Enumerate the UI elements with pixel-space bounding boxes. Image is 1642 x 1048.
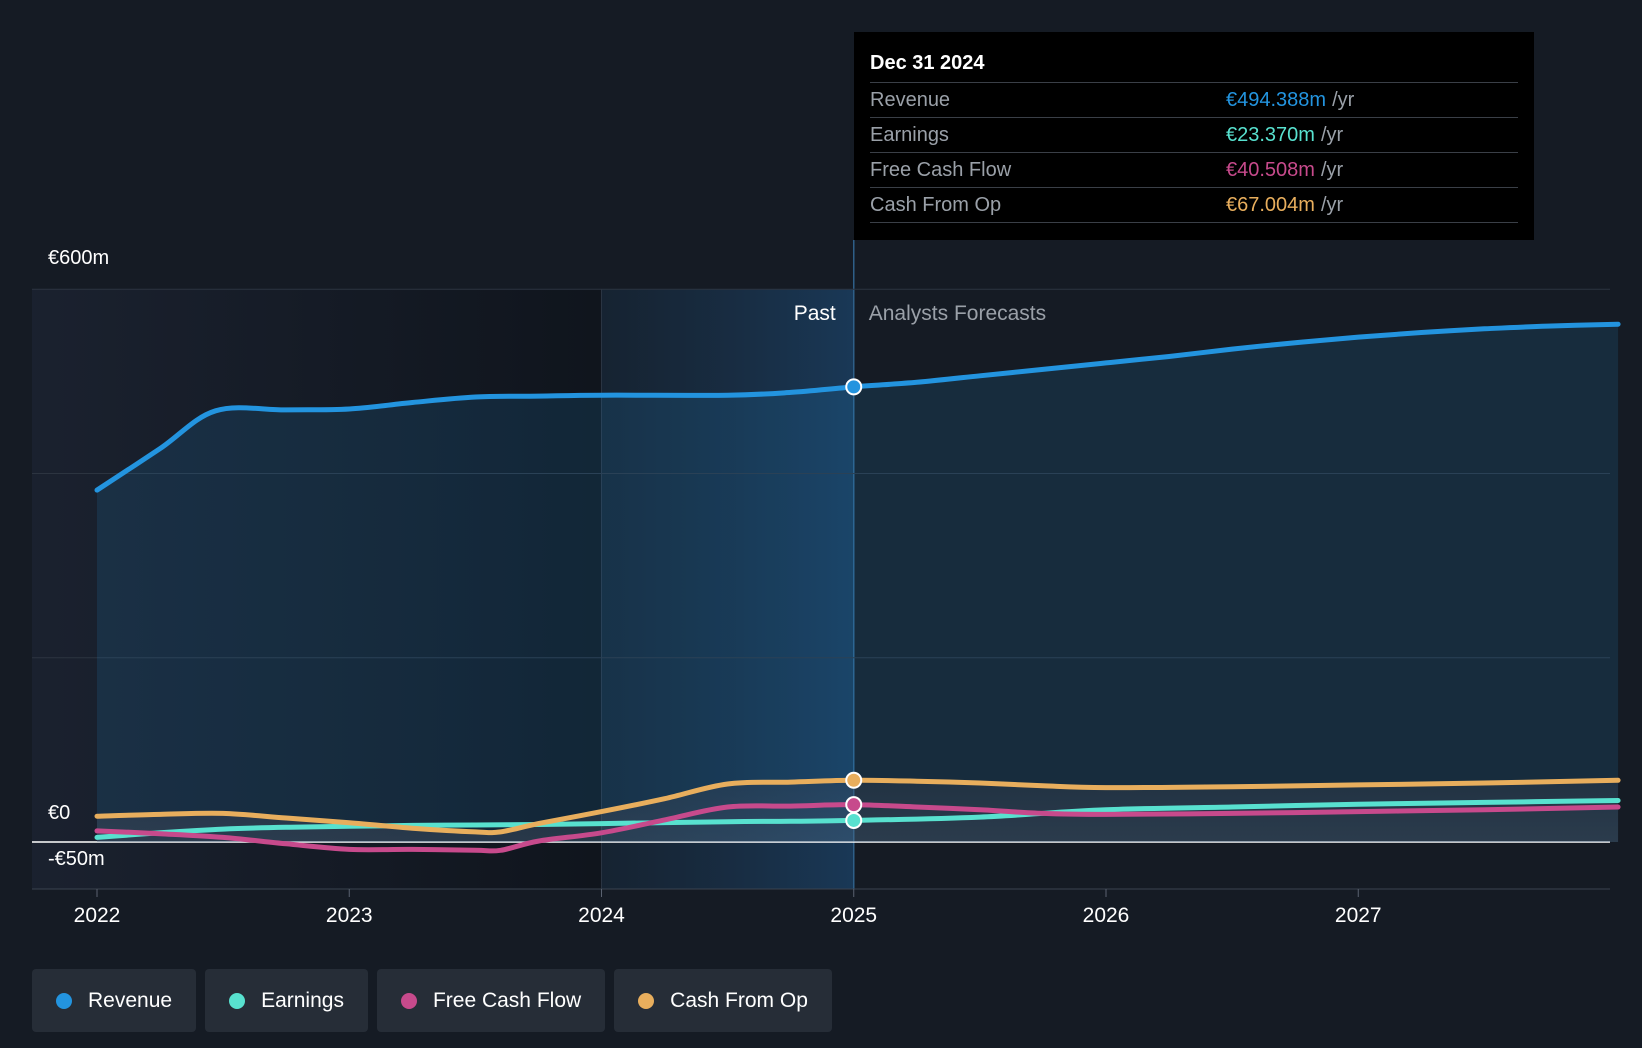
legend-dot-icon xyxy=(638,992,655,1009)
past-label: Past xyxy=(794,302,836,325)
tooltip-value: €67.004m xyxy=(1226,194,1315,216)
legend-dot-icon xyxy=(400,992,417,1009)
legend-item-revenue[interactable]: Revenue xyxy=(32,969,197,1032)
tooltip-label: Revenue xyxy=(870,89,951,111)
tooltip-row-cash-from-op: Cash From Op €67.004m/yr xyxy=(870,188,1518,223)
tooltip-date: Dec 31 2024 xyxy=(870,44,1518,83)
legend-item-earnings[interactable]: Earnings xyxy=(205,969,368,1032)
x-tick-label: 2022 xyxy=(74,904,121,927)
legend-item-free-cash-flow[interactable]: Free Cash Flow xyxy=(376,969,606,1032)
legend: Revenue Earnings Free Cash Flow Cash Fro… xyxy=(32,969,832,1032)
x-tick-label: 2027 xyxy=(1335,904,1382,927)
legend-item-cash-from-op[interactable]: Cash From Op xyxy=(614,969,832,1032)
legend-dot-icon xyxy=(229,992,246,1009)
tooltip-row-earnings: Earnings €23.370m/yr xyxy=(870,118,1518,153)
tooltip-row-free-cash-flow: Free Cash Flow €40.508m/yr xyxy=(870,153,1518,188)
tooltip-label: Free Cash Flow xyxy=(870,159,1012,181)
series-point-cash-from-op xyxy=(845,771,863,789)
tooltip-value: €494.388m xyxy=(1226,89,1327,111)
series-point-revenue xyxy=(845,378,863,396)
x-tick-label: 2026 xyxy=(1083,904,1130,927)
y-tick-label: €0 xyxy=(48,802,70,824)
series-point-free-cash-flow xyxy=(845,796,863,814)
x-tick-label: 2024 xyxy=(578,904,625,927)
x-tick-label: 2025 xyxy=(830,904,877,927)
past-shade xyxy=(32,289,602,889)
series-line-free-cash-flow xyxy=(94,802,1621,854)
tooltip-unit: /yr xyxy=(1320,124,1344,146)
tooltip-row-revenue: Revenue €494.388m/yr xyxy=(870,83,1518,118)
series-point-earnings xyxy=(845,811,863,829)
tooltip-label: Cash From Op xyxy=(870,194,1002,216)
tooltip-unit: /yr xyxy=(1320,159,1344,181)
legend-label: Cash From Op xyxy=(670,988,808,1012)
y-tick-label: -€50m xyxy=(48,848,105,870)
tooltip-value: €40.508m xyxy=(1226,159,1315,181)
tooltip: Dec 31 2024 Revenue €494.388m/yr Earning… xyxy=(854,32,1534,240)
chart-labels: €600m €0 -€50m 2022 2023 2024 2025 2026 2027 Past… xyxy=(48,247,1382,927)
x-tick-label: 2023 xyxy=(326,904,373,927)
series-line-cash-from-op xyxy=(94,777,1621,836)
chart-markers xyxy=(845,378,863,829)
forecast-label: Analysts Forecasts xyxy=(869,302,1046,325)
legend-label: Earnings xyxy=(261,988,344,1012)
legend-label: Free Cash Flow xyxy=(432,988,582,1012)
legend-dot-icon xyxy=(56,992,72,1009)
tooltip-unit: /yr xyxy=(1320,194,1344,216)
series-line-earnings xyxy=(94,798,1621,840)
revenue-area xyxy=(97,324,1619,842)
y-tick-label: €600m xyxy=(48,247,109,269)
tooltip-label: Earnings xyxy=(870,124,949,146)
legend-label: Revenue xyxy=(88,988,173,1012)
tooltip-unit: /yr xyxy=(1332,89,1355,111)
tooltip-value: €23.370m xyxy=(1226,124,1315,146)
